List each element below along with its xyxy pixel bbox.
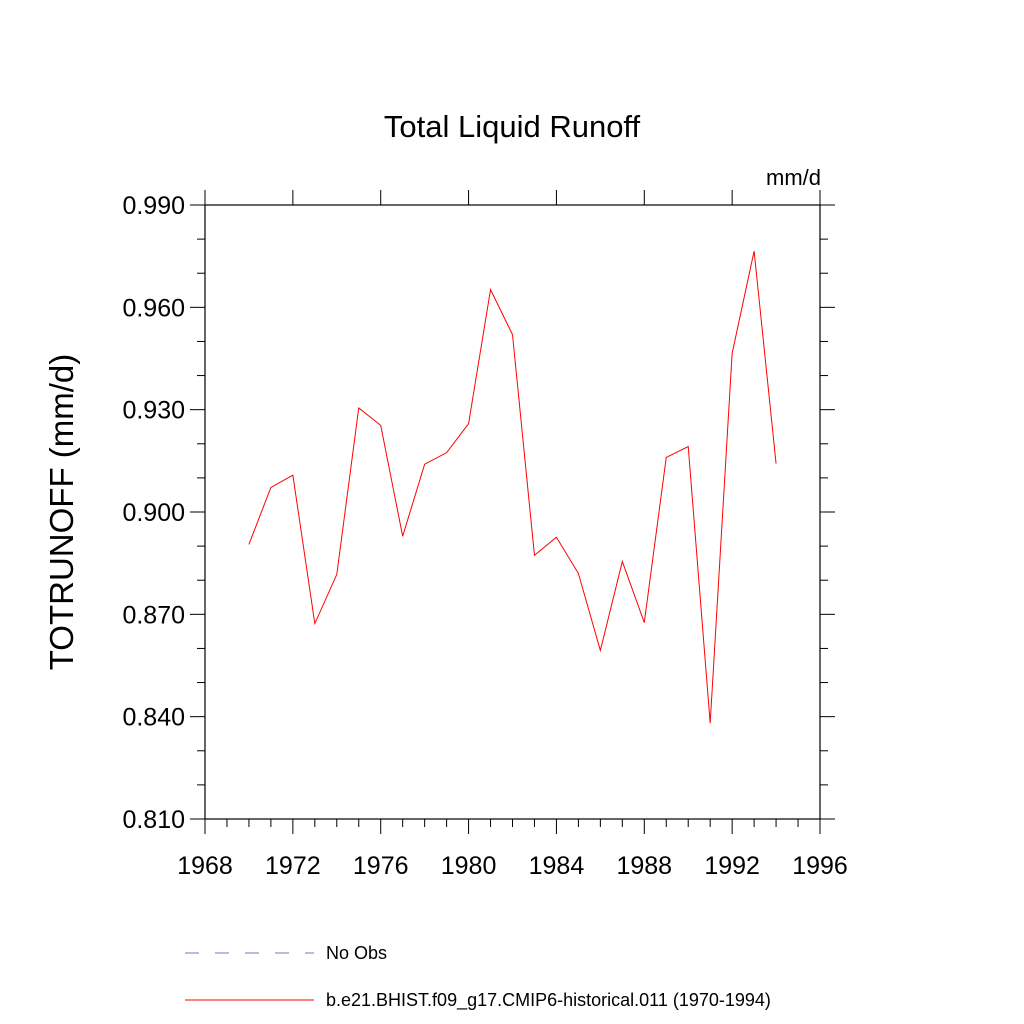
x-tick-label: 1968 <box>177 852 233 880</box>
units-label: mm/d <box>766 165 821 190</box>
x-tick-label: 1972 <box>265 852 321 880</box>
y-axis-label: TOTRUNOFF (mm/d) <box>43 354 80 671</box>
x-tick-label: 1996 <box>792 852 848 880</box>
legend-label-model: b.e21.BHIST.f09_g17.CMIP6-historical.011… <box>326 990 771 1011</box>
series-line-0 <box>248 250 777 724</box>
series-group <box>248 250 777 724</box>
x-tick-label: 1984 <box>529 852 585 880</box>
axis-ticks <box>190 190 835 834</box>
legend-label-no-obs: No Obs <box>326 943 387 963</box>
plot-frame <box>204 204 821 820</box>
legend: No Obs b.e21.BHIST.f09_g17.CMIP6-histori… <box>185 943 771 1011</box>
chart-title: Total Liquid Runoff <box>384 109 641 144</box>
y-tick-label: 0.870 <box>122 601 185 629</box>
x-tick-label: 1980 <box>441 852 497 880</box>
y-tick-label: 0.900 <box>122 499 185 527</box>
y-tick-labels: 0.810 0.840 0.870 0.900 0.930 0.960 0.990 <box>122 192 185 834</box>
x-tick-labels: 1968 1972 1976 1980 1984 1988 1992 1996 <box>177 852 848 880</box>
x-tick-label: 1992 <box>704 852 760 880</box>
x-tick-label: 1988 <box>616 852 672 880</box>
y-tick-label: 0.840 <box>122 704 185 732</box>
y-tick-label: 0.990 <box>122 192 185 220</box>
y-tick-label: 0.810 <box>122 806 185 834</box>
y-tick-label: 0.960 <box>122 294 185 322</box>
y-tick-label: 0.930 <box>122 397 185 425</box>
x-tick-label: 1976 <box>353 852 409 880</box>
